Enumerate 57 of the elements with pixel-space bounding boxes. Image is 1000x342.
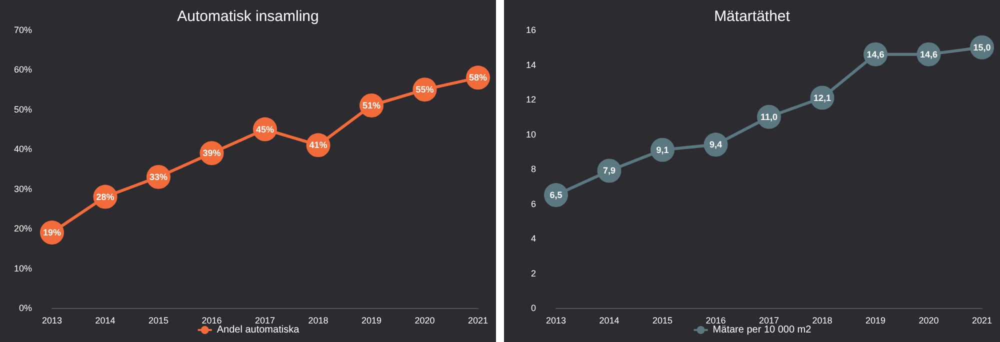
data-label: 45%: [256, 124, 274, 134]
legend-label: Mätare per 10 000 m2: [712, 324, 812, 336]
y-tick-label: 2: [530, 268, 536, 278]
x-tick-label: 2017: [758, 316, 780, 326]
data-label: 28%: [96, 192, 114, 202]
x-tick-label: 2018: [812, 316, 832, 326]
y-tick-label: 10%: [14, 263, 32, 274]
x-tick-label: 2015: [652, 316, 673, 326]
x-tick-label: 2021: [468, 316, 488, 326]
y-tick-label: 40%: [14, 144, 32, 154]
data-label: 41%: [309, 140, 328, 150]
data-label: 12,1: [813, 92, 832, 103]
x-tick-label: 2015: [148, 316, 169, 326]
y-tick-label: 20%: [14, 224, 32, 234]
data-label: 11,0: [760, 112, 778, 122]
data-label: 6,5: [550, 190, 562, 200]
data-label: 39%: [202, 148, 221, 158]
data-label: 19%: [42, 228, 62, 238]
data-label: 51%: [362, 100, 381, 110]
x-tick-label: 2020: [918, 316, 939, 326]
data-label: 14,6: [866, 49, 884, 60]
x-tick-label: 2018: [308, 316, 328, 326]
chart-title: Mätartäthet: [714, 8, 791, 25]
x-tick-label: 2019: [865, 316, 886, 326]
y-tick-label: 6: [530, 198, 536, 209]
data-label: 14,6: [920, 49, 938, 60]
y-tick-label: 14: [526, 60, 536, 70]
y-tick-label: 4: [530, 234, 536, 244]
y-tick-label: 50%: [14, 104, 32, 114]
x-tick-label: 2016: [706, 316, 726, 326]
x-tick-label: 2013: [546, 316, 566, 326]
chart-title: Automatisk insamling: [177, 8, 319, 25]
x-tick-label: 2016: [202, 316, 222, 326]
y-tick-label: 30%: [14, 184, 32, 194]
y-tick-label: 10: [526, 129, 536, 140]
data-label: 55%: [416, 84, 434, 95]
legend-label: Andel automatiska: [216, 324, 300, 336]
x-tick-label: 2021: [972, 316, 992, 326]
x-tick-label: 2014: [599, 316, 620, 326]
y-tick-label: 0%: [18, 303, 32, 313]
y-tick-label: 60%: [14, 64, 32, 75]
x-tick-label: 2014: [95, 316, 116, 326]
y-tick-label: 16: [526, 25, 536, 35]
data-label: 7,9: [602, 166, 616, 176]
x-tick-label: 2013: [42, 316, 62, 326]
x-tick-label: 2019: [361, 316, 382, 326]
y-tick-label: 0: [530, 303, 536, 313]
y-tick-label: 12: [526, 94, 536, 104]
x-tick-label: 2020: [414, 316, 435, 326]
data-label: 33%: [149, 172, 168, 182]
data-label: 9,4: [709, 140, 722, 150]
x-tick-label: 2017: [254, 316, 276, 326]
data-label: 58%: [468, 72, 488, 83]
data-label: 9,1: [656, 144, 669, 155]
data-label: 15,0: [973, 42, 991, 52]
y-tick-label: 70%: [14, 25, 32, 35]
y-tick-label: 8: [530, 164, 536, 174]
